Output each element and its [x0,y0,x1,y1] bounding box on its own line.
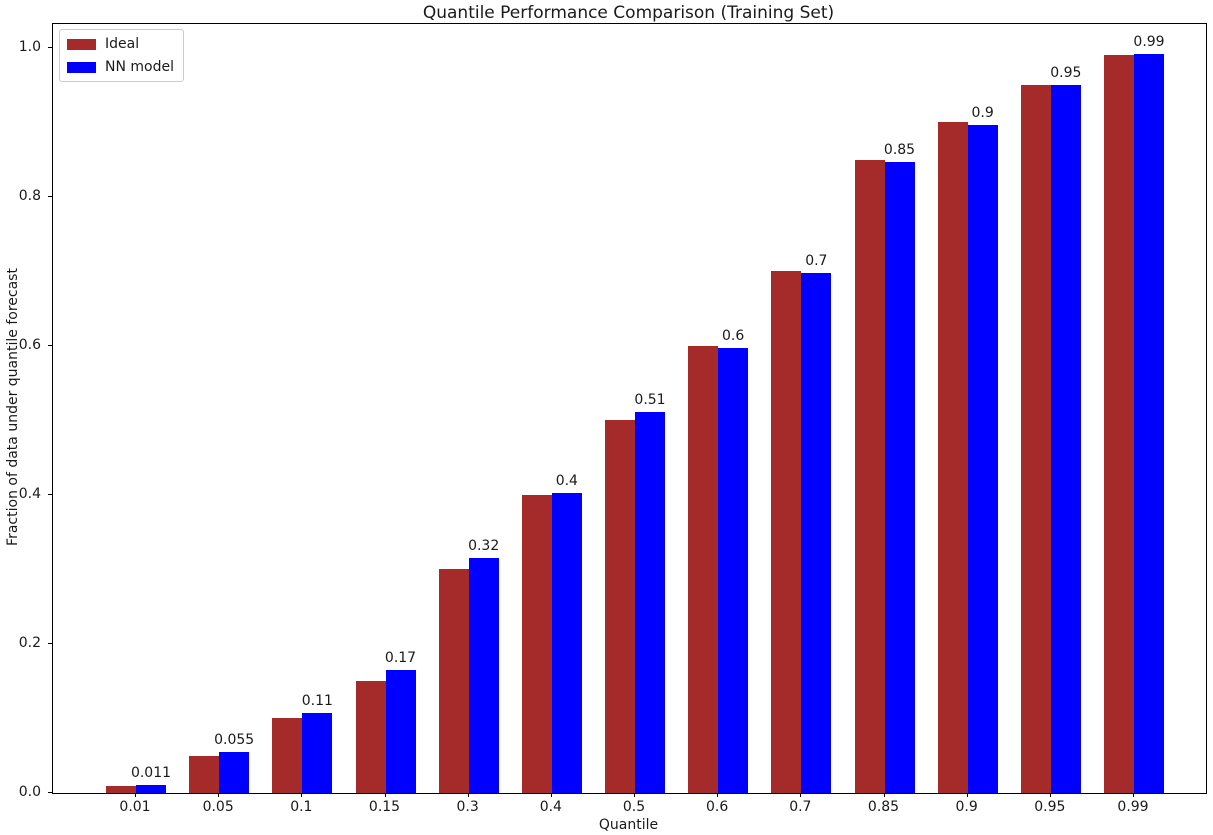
y-tick-mark [48,47,52,48]
bar-ideal-0.7 [771,271,802,793]
bar-nn-model-0.7 [801,273,832,793]
x-tick-label-0.99: 0.99 [1117,799,1149,815]
x-tick-mark [135,793,136,797]
plot-area: 0.011 0.055 0.11 0.17 0.32 0.4 0.51 0.6 0.7 0.85 0… [52,23,1207,794]
bar-ideal-0.99 [1104,55,1134,793]
x-tick-label-0.1: 0.1 [290,799,313,815]
bar-nn-model-0.4 [551,493,582,793]
bar-nn-model-0.1 [302,713,333,793]
x-tick-mark [550,793,552,797]
bar-value-label-0.6: 0.6 [722,328,745,344]
bar-value-label-0.99: 0.99 [1133,34,1165,50]
bar-ideal-0.9 [937,122,968,793]
y-tick-mark [48,643,52,644]
x-tick-label-0.01: 0.01 [119,799,151,815]
bar-nn-model-0.95 [1050,85,1081,793]
legend-entry-ideal: Ideal [67,36,174,52]
bar-value-label-0.05: 0.055 [214,732,255,748]
y-tick-mark [48,792,52,793]
bar-ideal-0.5 [605,420,635,793]
x-tick-mark [800,793,802,797]
bar-ideal-0.01 [106,786,136,793]
bar-ideal-0.15 [355,681,386,793]
x-tick-mark [1133,793,1134,797]
bar-value-label-0.3: 0.32 [468,538,500,554]
bar-nn-model-0.05 [219,752,250,793]
bar-ideal-0.4 [521,495,552,793]
legend: Ideal NN model [59,29,184,82]
x-axis-label: Quantile [598,817,659,833]
bar-nn-model-0.15 [385,670,416,793]
bar-nn-model-0.5 [635,412,665,793]
y-tick-mark [48,494,52,495]
y-tick-label-0.0: 0.0 [18,784,41,800]
bar-value-label-0.5: 0.51 [634,392,666,408]
bar-value-label-0.1: 0.11 [301,693,333,709]
y-tick-label-0.8: 0.8 [18,188,41,204]
y-tick-label-0.4: 0.4 [18,486,41,502]
x-tick-label-0.9: 0.9 [955,799,978,815]
x-tick-label-0.5: 0.5 [622,799,646,815]
x-tick-label-0.4: 0.4 [539,799,562,815]
bar-nn-model-0.01 [136,785,166,793]
bar-nn-model-0.3 [468,558,499,793]
y-tick-label-0.6: 0.6 [18,337,41,353]
bar-value-label-0.7: 0.7 [805,253,828,269]
bar-ideal-0.6 [688,346,719,793]
bar-value-label-0.9: 0.9 [971,105,994,121]
x-tick-label-0.6: 0.6 [706,799,729,815]
x-tick-mark [883,793,885,797]
bar-ideal-0.95 [1020,85,1051,793]
x-tick-label-0.3: 0.3 [456,799,479,815]
bar-value-label-0.95: 0.95 [1050,65,1082,81]
x-tick-mark [717,793,719,797]
bar-ideal-0.85 [854,160,885,793]
x-tick-mark [1049,793,1051,797]
legend-swatch-nn-model [67,61,96,73]
bar-nn-model-0.99 [1134,54,1164,793]
bar-nn-model-0.85 [884,162,915,793]
legend-entry-nn-model: NN model [67,59,174,75]
x-tick-label-0.7: 0.7 [789,799,812,815]
x-tick-mark [301,793,303,797]
bar-nn-model-0.6 [718,348,749,793]
bar-ideal-0.05 [189,756,220,793]
chart-title: Quantile Performance Comparison (Trainin… [422,3,835,23]
legend-label-nn-model: NN model [105,59,174,75]
x-tick-mark [467,793,469,797]
x-tick-label-0.85: 0.85 [867,799,900,815]
legend-label-ideal: Ideal [105,36,140,52]
y-tick-label-1.0: 1.0 [18,39,41,55]
y-tick-mark [48,196,52,197]
bar-nn-model-0.9 [967,125,998,793]
bar-ideal-0.1 [272,718,303,793]
y-tick-mark [48,345,52,346]
bar-value-label-0.4: 0.4 [555,473,578,489]
x-tick-label-0.15: 0.15 [368,799,401,815]
bar-ideal-0.3 [438,569,469,793]
bar-value-label-0.85: 0.85 [883,142,916,158]
y-axis-label: Fraction of data under quantile forecast [5,268,21,546]
legend-swatch-ideal [67,38,96,50]
bar-value-label-0.15: 0.17 [384,650,417,666]
x-tick-label-0.05: 0.05 [202,799,234,815]
x-tick-mark [966,793,968,797]
bar-value-label-0.01: 0.011 [130,765,172,781]
y-tick-label-0.2: 0.2 [18,635,41,651]
x-tick-mark [384,793,386,797]
x-tick-mark [634,793,635,797]
x-tick-mark [218,793,220,797]
x-tick-label-0.95: 0.95 [1034,799,1066,815]
